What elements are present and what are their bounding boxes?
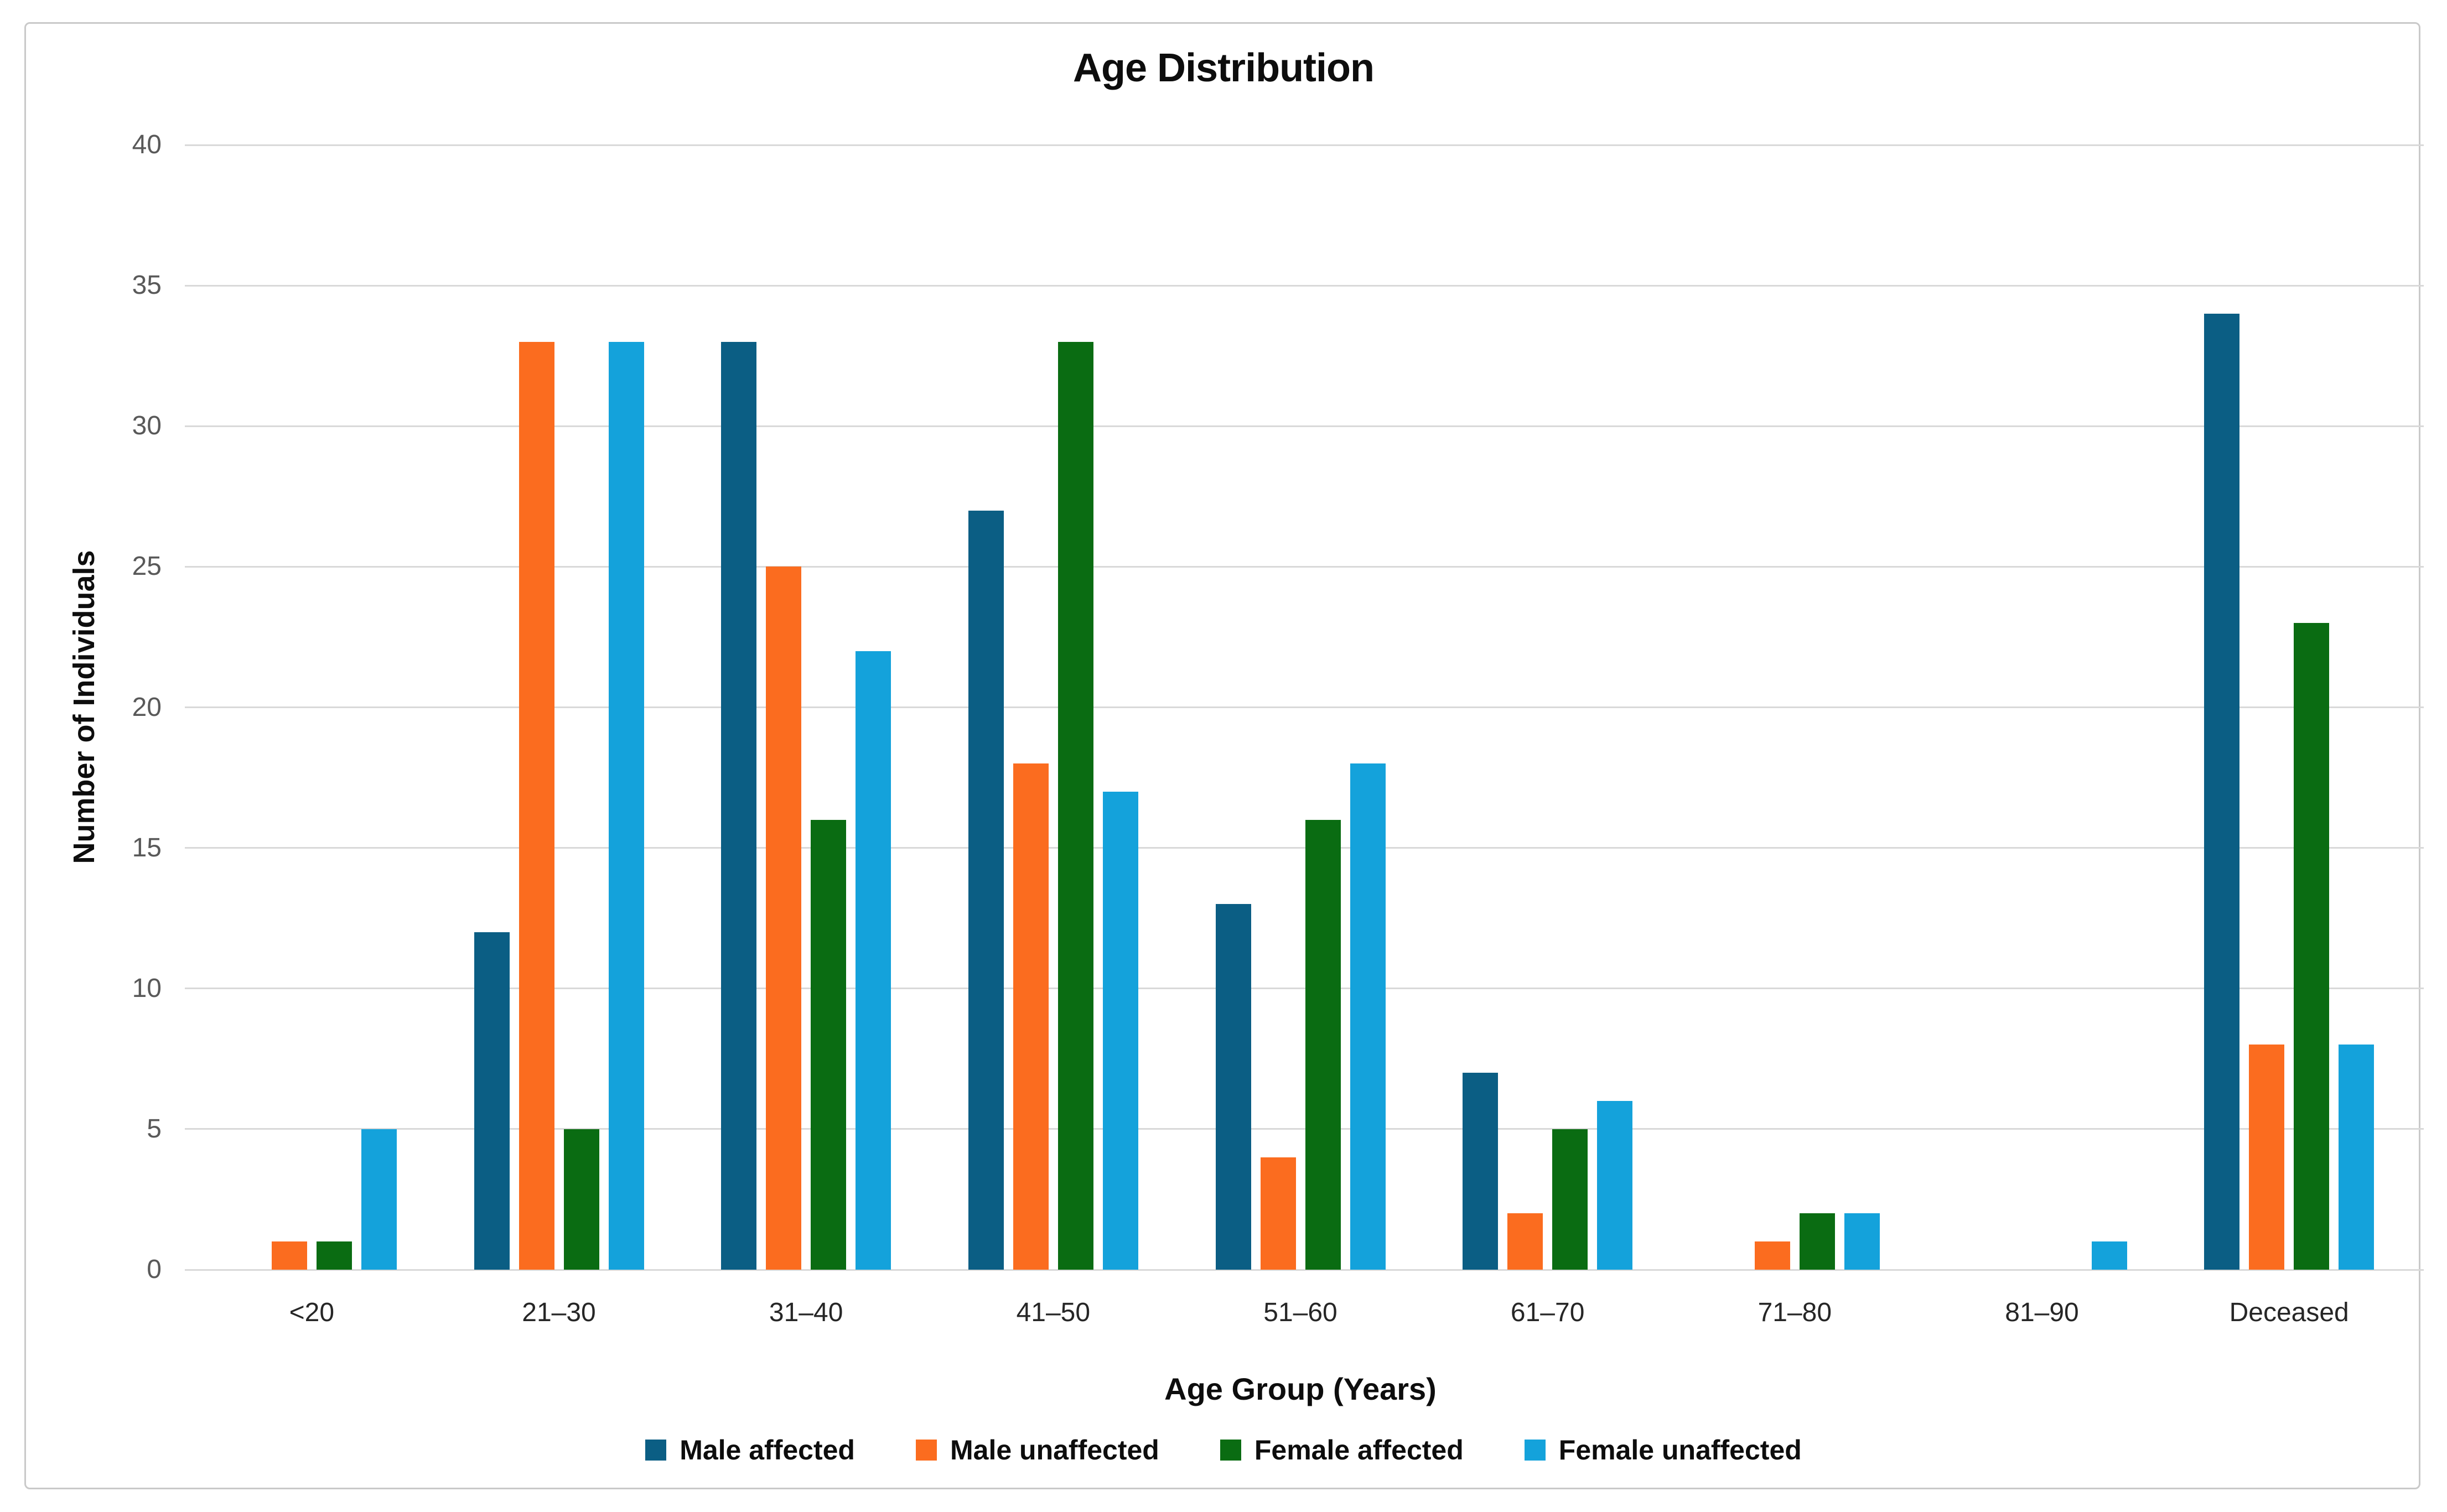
x-tick-label-deceased: Deceased — [2229, 1298, 2349, 1327]
gridline-30 — [185, 425, 2424, 427]
bar-female-unaffected-51-60 — [1350, 763, 1386, 1270]
y-tick-label-20: 20 — [132, 692, 162, 722]
bar-female-unaffected-41-50 — [1102, 791, 1138, 1270]
y-tick-label-40: 40 — [132, 130, 162, 159]
bar-female-unaffected-81-90 — [2091, 1241, 2127, 1270]
x-tick-label-31-40: 31–40 — [769, 1298, 843, 1327]
gridline-0 — [185, 1269, 2424, 1271]
gridline-40 — [185, 144, 2424, 146]
x-axis-title: Age Group (Years) — [1164, 1371, 1437, 1406]
legend-swatch-male-unaffected — [915, 1440, 937, 1461]
gridline-10 — [185, 988, 2424, 990]
y-tick-label-25: 25 — [132, 552, 162, 581]
bar-male-unaffected-51-60 — [1260, 1157, 1296, 1270]
y-tick-label-35: 35 — [132, 271, 162, 300]
x-tick-label-51-60: 51–60 — [1263, 1298, 1337, 1327]
bar-male-unaffected-deceased — [2249, 1045, 2285, 1270]
legend-swatch-female-unaffected — [1524, 1440, 1546, 1461]
bar-female-unaffected-71-80 — [1844, 1213, 1880, 1270]
bar-male-affected-21-30 — [474, 932, 510, 1270]
y-axis-ticks: 0 5 10 15 20 25 30 35 40 — [0, 130, 162, 1284]
x-tick-label-<20: <20 — [289, 1298, 335, 1327]
legend-swatch-male-affected — [645, 1440, 667, 1461]
bar-male-unaffected-41-50 — [1013, 763, 1049, 1270]
bar-male-affected-61-70 — [1463, 1073, 1499, 1270]
gridline-25 — [185, 565, 2424, 568]
legend-label-female-unaffected: Female unaffected — [1558, 1435, 1802, 1466]
x-tick-label-61-70: 61–70 — [1510, 1298, 1585, 1327]
chart-title: Age Distribution — [1073, 46, 1375, 90]
bar-female-affected-51-60 — [1305, 819, 1341, 1270]
legend-label-female-affected: Female affected — [1254, 1435, 1464, 1466]
legend-item-male-affected: Male affected — [645, 1434, 855, 1466]
bar-male-affected-41-50 — [968, 510, 1004, 1270]
legend-label-male-affected: Male affected — [680, 1435, 855, 1466]
x-axis-ticks: <20 21–30 31–40 41–50 51–60 61–70 71–80 81–90 De… — [188, 1297, 2413, 1336]
y-tick-label-10: 10 — [132, 973, 162, 1003]
bar-female-unaffected-31-40 — [856, 651, 891, 1270]
bar-male-affected-deceased — [2204, 313, 2240, 1270]
bar-female-unaffected-61-70 — [1597, 1101, 1633, 1270]
gridline-5 — [185, 1128, 2424, 1130]
legend-swatch-female-affected — [1220, 1440, 1241, 1461]
bar-male-unaffected-61-70 — [1507, 1213, 1543, 1270]
bar-female-unaffected-deceased — [2339, 1045, 2375, 1270]
bar-female-affected-71-80 — [1799, 1213, 1835, 1270]
bar-female-affected-31-40 — [811, 819, 847, 1270]
legend-item-female-affected: Female affected — [1220, 1434, 1464, 1466]
legend-item-female-unaffected: Female unaffected — [1524, 1434, 1802, 1466]
bar-male-affected-51-60 — [1215, 904, 1251, 1270]
x-tick-label-21-30: 21–30 — [522, 1298, 596, 1327]
y-tick-label-0: 0 — [147, 1255, 162, 1284]
plot-area — [185, 144, 2424, 1271]
bar-male-unaffected-21-30 — [519, 341, 554, 1270]
bar-female-affected-61-70 — [1552, 1129, 1588, 1270]
y-tick-label-5: 5 — [147, 1114, 162, 1144]
gridline-35 — [185, 284, 2424, 287]
legend-label-male-unaffected: Male unaffected — [950, 1435, 1159, 1466]
bar-female-affected-21-30 — [563, 1129, 599, 1270]
bar-male-unaffected-31-40 — [766, 567, 802, 1270]
y-tick-label-30: 30 — [132, 411, 162, 441]
bar-male-unaffected-71-80 — [1754, 1241, 1790, 1270]
x-tick-label-81-90: 81–90 — [2005, 1298, 2079, 1327]
bar-female-affected-deceased — [2294, 623, 2330, 1270]
gridline-20 — [185, 706, 2424, 708]
y-tick-label-15: 15 — [132, 833, 162, 862]
x-tick-label-41-50: 41–50 — [1016, 1298, 1091, 1327]
x-tick-label-71-80: 71–80 — [1758, 1298, 1832, 1327]
gridline-15 — [185, 847, 2424, 849]
bar-male-affected-31-40 — [721, 341, 757, 1270]
bar-female-affected-<20 — [316, 1241, 352, 1270]
bar-female-unaffected-21-30 — [608, 341, 644, 1270]
bar-male-unaffected-<20 — [271, 1241, 307, 1270]
bar-female-affected-41-50 — [1057, 341, 1093, 1270]
bar-female-unaffected-<20 — [361, 1129, 397, 1270]
legend-item-male-unaffected: Male unaffected — [915, 1434, 1159, 1466]
legend: Male affected Male unaffected Female affec… — [0, 1434, 2447, 1466]
